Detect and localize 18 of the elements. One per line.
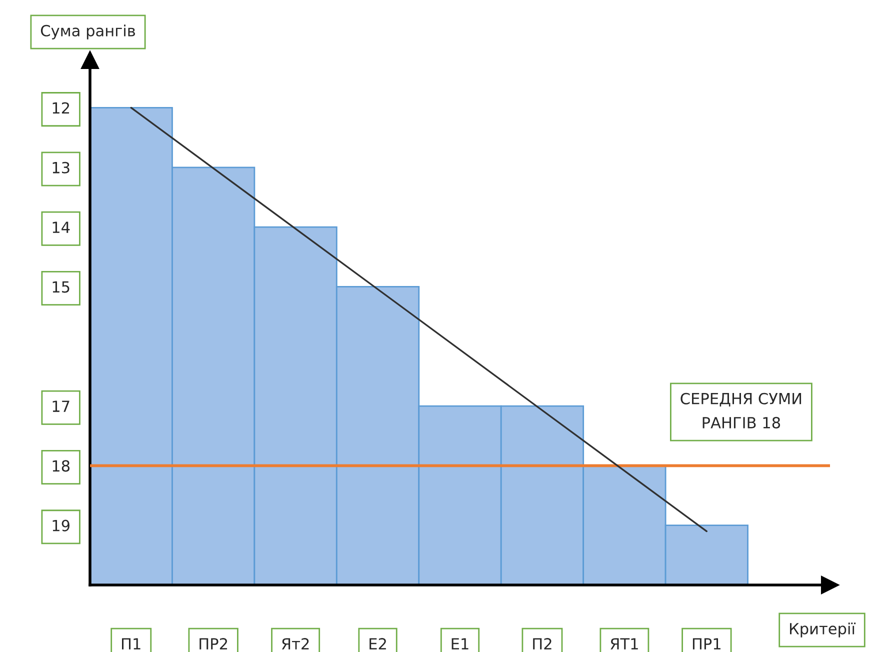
y-tick-label: 18 (52, 460, 70, 472)
x-axis-title: Критерії (790, 622, 856, 638)
x-tick-label: П1 (122, 638, 140, 650)
ref-line-label: СЕРЕДНЯ СУМИ РАНГІВ 18 (680, 392, 802, 428)
x-tick-label: ПР1 (692, 638, 720, 650)
y-tick-label: 13 (52, 162, 70, 174)
x-tick-label: Е1 (452, 638, 468, 650)
x-tick-label: Ят2 (282, 638, 309, 650)
x-tick-label: Е2 (370, 638, 386, 650)
x-tick-label: ПР2 (200, 638, 228, 650)
y-tick-label: 14 (52, 222, 70, 233)
y-tick-label: 15 (52, 281, 70, 293)
y-tick-label: 19 (52, 520, 70, 532)
x-tick-label: П2 (533, 638, 552, 650)
x-tick-label: ЯТ1 (610, 638, 638, 650)
y-tick-label: 12 (52, 102, 70, 114)
y-axis-title: Сума рангів (40, 24, 135, 40)
y-tick-label: 17 (52, 400, 70, 412)
